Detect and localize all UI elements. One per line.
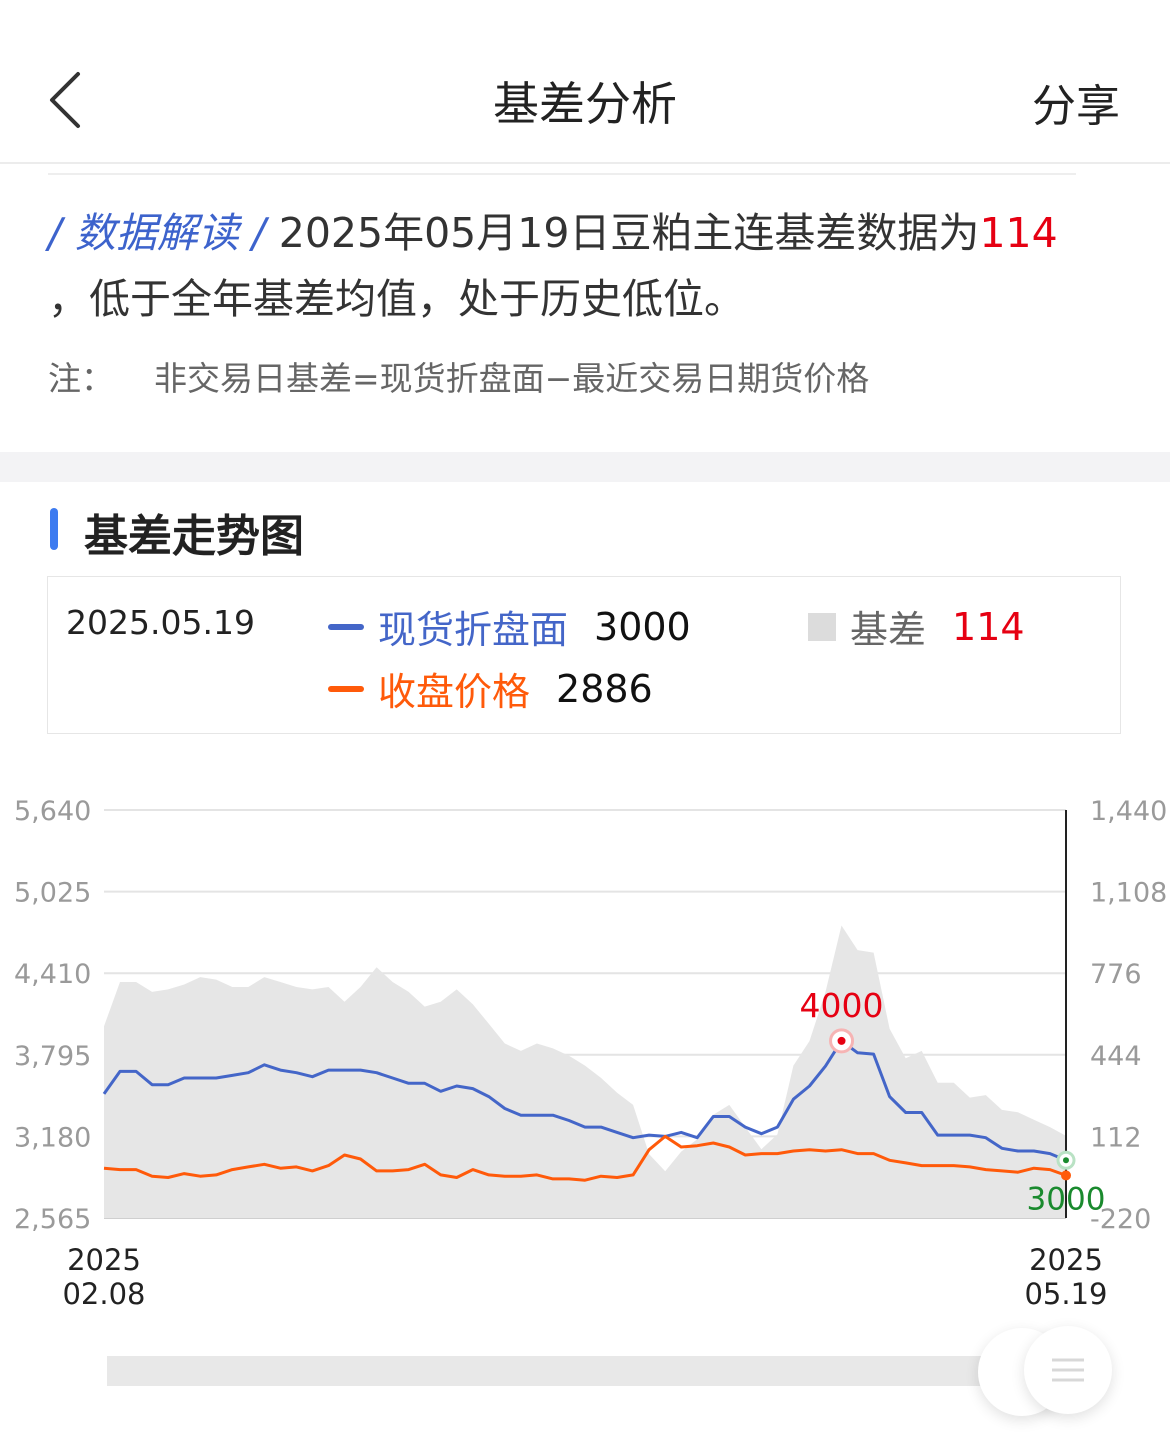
share-button[interactable]: 分享 bbox=[1032, 81, 1120, 132]
close-price-line bbox=[103, 1134, 1067, 1182]
spot-price-line bbox=[102, 1039, 1067, 1162]
section-separator bbox=[0, 452, 1170, 482]
interpretation-tag: / 数据解读 / bbox=[48, 209, 266, 257]
x-axis-end-label: 2025 05.19 bbox=[1024, 1243, 1107, 1311]
note-text: 非交易日基差=现货折盘面−最近交易日期货价格 bbox=[154, 359, 870, 398]
legend-close-label: 收盘价格 bbox=[378, 670, 531, 714]
basis-highlight: 114 bbox=[979, 209, 1058, 257]
menu-icon bbox=[1052, 1358, 1084, 1382]
y-left-tick: 3,795 bbox=[14, 1041, 91, 1072]
divider bbox=[48, 173, 1076, 175]
y-right-tick: 776 bbox=[1090, 959, 1142, 990]
basis-area-swatch bbox=[808, 612, 836, 641]
y-right-tick: 444 bbox=[1090, 1041, 1142, 1072]
legend-spot-value: 3000 bbox=[594, 604, 691, 649]
basis-trend-chart[interactable]: 5,640 1,440 5,025 1,108 4,410 776 3,795 444 3,18… bbox=[0, 760, 1170, 1330]
interpretation-text-tail: ，低于全年基差均值，处于历史低位。 bbox=[48, 275, 745, 323]
legend-basis: 基差 114 bbox=[808, 599, 1025, 654]
x-axis-start-label: 2025 02.08 bbox=[62, 1243, 145, 1311]
chart-scrollbar[interactable] bbox=[107, 1356, 1007, 1386]
y-right-tick: 112 bbox=[1090, 1122, 1142, 1153]
legend-close: 收盘价格 2886 bbox=[328, 661, 653, 716]
y-right-tick: -220 bbox=[1090, 1204, 1151, 1235]
note-label: 注： bbox=[48, 359, 114, 398]
legend-date: 2025.05.19 bbox=[66, 603, 255, 642]
max-point-dot bbox=[837, 1036, 846, 1045]
legend-basis-label: 基差 bbox=[850, 608, 927, 652]
y-left-tick: 5,640 bbox=[14, 796, 91, 827]
y-left-tick: 4,410 bbox=[14, 959, 91, 990]
y-right-tick: 1,440 bbox=[1090, 796, 1167, 827]
basis-area bbox=[104, 925, 1066, 1218]
note: 注： 非交易日基差=现货折盘面−最近交易日期货价格 bbox=[48, 352, 869, 400]
legend-close-value: 2886 bbox=[556, 666, 653, 711]
last-close-dot bbox=[1061, 1170, 1071, 1181]
last-spot-dot bbox=[1063, 1157, 1069, 1164]
legend-spot-label: 现货折盘面 bbox=[378, 608, 569, 652]
y-left-tick: 5,025 bbox=[14, 878, 91, 909]
chart-legend: 2025.05.19 现货折盘面 3000 基差 114 收盘价格 2886 bbox=[47, 576, 1121, 734]
last-value-label: 3000 bbox=[1027, 1181, 1106, 1217]
back-arrow-icon[interactable] bbox=[44, 70, 104, 130]
section-title: 基差走势图 bbox=[84, 511, 304, 562]
y-left-tick: 3,180 bbox=[14, 1122, 91, 1153]
close-line-swatch bbox=[328, 685, 364, 692]
page-title: 基差分析 bbox=[493, 77, 677, 131]
header-bar: 基差分析 分享 bbox=[0, 0, 1170, 164]
y-right-tick: 1,108 bbox=[1090, 878, 1167, 909]
menu-fab[interactable] bbox=[1024, 1326, 1112, 1414]
spot-line-swatch bbox=[328, 623, 364, 630]
interpretation-text: 2025年05月19日豆粕主连基差数据为 bbox=[278, 209, 980, 257]
section-accent-bar bbox=[50, 508, 58, 550]
y-left-tick: 2,565 bbox=[14, 1204, 91, 1235]
max-value-label: 4000 bbox=[800, 986, 884, 1025]
data-interpretation: / 数据解读 / 2025年05月19日豆粕主连基差数据为114 ，低于全年基差均… bbox=[48, 200, 1128, 332]
legend-spot: 现货折盘面 3000 bbox=[328, 599, 691, 654]
legend-basis-value: 114 bbox=[952, 604, 1025, 649]
